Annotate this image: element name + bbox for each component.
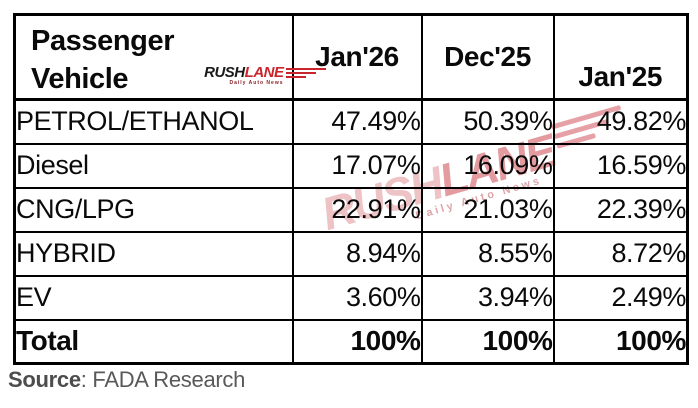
row-label: CNG/LPG	[13, 186, 294, 233]
cell-value: 100%	[552, 318, 689, 365]
cell-value: 3.94%	[420, 274, 555, 321]
table-row-total: Total 100% 100% 100%	[13, 318, 689, 365]
row-label: HYBRID	[13, 230, 294, 277]
cell-value: 2.49%	[552, 274, 689, 321]
table-row-diesel: Diesel 17.07% 16.09% 16.59%	[13, 142, 689, 189]
table-title-line2: Vehicle	[31, 63, 129, 95]
cell-value: 21.03%	[420, 186, 555, 233]
cell-value: 8.94%	[291, 230, 423, 277]
logo-tagline: Daily Auto News	[229, 80, 284, 86]
cell-value: 100%	[291, 318, 423, 365]
cell-value: 3.60%	[291, 274, 423, 321]
row-label: Diesel	[13, 142, 294, 189]
cell-value: 47.49%	[291, 98, 423, 145]
logo-rush-text: RUSH	[204, 64, 245, 81]
cell-value: 22.91%	[291, 186, 423, 233]
column-header-dec25: Dec'25	[420, 13, 555, 101]
table-row-ev: EV 3.60% 3.94% 2.49%	[13, 274, 689, 321]
cell-value: 16.09%	[420, 142, 555, 189]
fuel-share-table: Passenger Vehicle RUSH LANE Daily Auto Ne…	[13, 13, 689, 365]
table-row-hybrid: HYBRID 8.94% 8.55% 8.72%	[13, 230, 689, 277]
cell-value: 8.55%	[420, 230, 555, 277]
table-row-cng-lpg: CNG/LPG 22.91% 21.03% 22.39%	[13, 186, 689, 233]
table-row-petrol-ethanol: PETROL/ETHANOL 47.49% 50.39% 49.82%	[13, 98, 689, 145]
logo-lane-text: LANE	[244, 64, 284, 81]
speed-lines-icon	[285, 67, 326, 78]
rushlane-logo: RUSH LANE Daily Auto News	[204, 64, 326, 86]
table-title-line1: Passenger	[31, 25, 175, 57]
cell-value: 8.72%	[552, 230, 689, 277]
row-label: EV	[13, 274, 294, 321]
header-row: Passenger Vehicle RUSH LANE Daily Auto Ne…	[13, 13, 689, 101]
table-title-cell: Passenger Vehicle RUSH LANE Daily Auto Ne…	[13, 13, 326, 101]
source-label: Source	[8, 367, 81, 392]
row-label: Total	[13, 318, 294, 365]
cell-value: 100%	[420, 318, 555, 365]
source-note: Source: FADA Research	[8, 367, 245, 393]
cell-value: 22.39%	[552, 186, 689, 233]
cell-value: 16.59%	[552, 142, 689, 189]
column-header-jan25: Jan'25	[552, 13, 689, 101]
cell-value: 17.07%	[291, 142, 423, 189]
cell-value: 49.82%	[552, 98, 689, 145]
cell-value: 50.39%	[420, 98, 555, 145]
column-header-jan26: Jan'26	[291, 13, 423, 101]
row-label: PETROL/ETHANOL	[13, 98, 294, 145]
source-text: : FADA Research	[80, 367, 246, 392]
